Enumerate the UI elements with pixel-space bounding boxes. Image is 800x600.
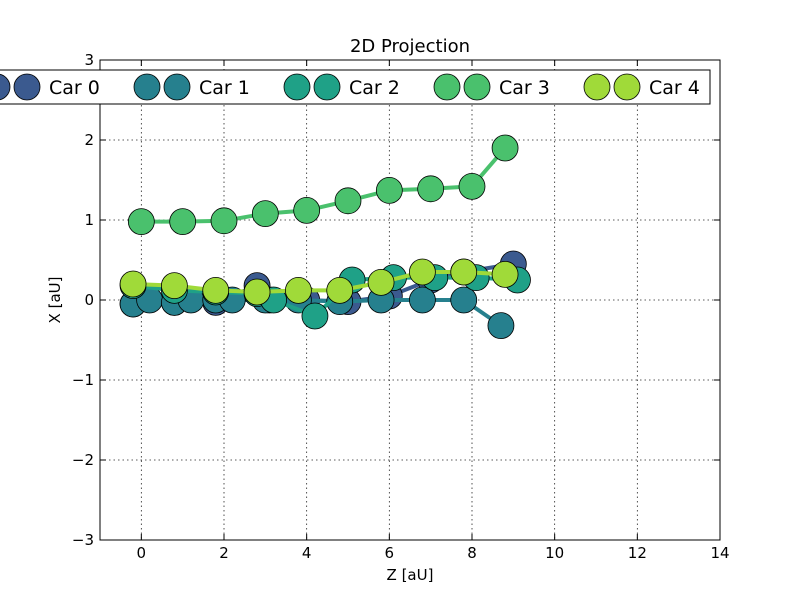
series-line xyxy=(132,270,506,294)
series-4 xyxy=(119,258,519,306)
x-tick-label: 12 xyxy=(628,544,647,562)
legend-label: Car 2 xyxy=(349,77,400,99)
legend-item-0: Car 0 xyxy=(0,73,100,101)
legend-label: Car 1 xyxy=(199,77,250,99)
legend-item-2: Car 2 xyxy=(283,73,400,101)
y-axis-label: X [aU] xyxy=(46,277,64,324)
data-point xyxy=(169,208,197,236)
data-point xyxy=(301,302,329,330)
legend-marker xyxy=(283,73,311,101)
x-tick-label: 4 xyxy=(302,544,312,562)
data-point xyxy=(417,175,445,203)
data-point xyxy=(491,134,519,162)
y-tick-label: −3 xyxy=(72,531,94,549)
data-point xyxy=(251,200,279,228)
x-axis-label: Z [aU] xyxy=(387,566,434,584)
y-tick-label: 1 xyxy=(84,211,94,229)
data-point xyxy=(284,276,312,304)
data-point xyxy=(127,208,155,236)
data-point xyxy=(202,276,230,304)
data-point xyxy=(487,312,515,340)
data-point xyxy=(210,207,238,235)
data-point xyxy=(450,258,478,286)
legend-label: Car 4 xyxy=(649,77,700,99)
data-point xyxy=(458,172,486,200)
y-tick-label: −2 xyxy=(72,451,94,469)
data-point xyxy=(160,272,188,300)
y-tick-label: 2 xyxy=(84,131,94,149)
data-point xyxy=(243,278,271,306)
series-layer xyxy=(119,134,531,340)
data-point xyxy=(326,276,354,304)
x-tick-label: 14 xyxy=(710,544,729,562)
y-tick-label: 3 xyxy=(84,51,94,69)
legend-label: Car 0 xyxy=(49,77,100,99)
legend-item-1: Car 1 xyxy=(133,73,250,101)
legend-marker xyxy=(133,73,161,101)
x-tick-label: 0 xyxy=(137,544,147,562)
data-point xyxy=(408,258,436,286)
legend-label: Car 3 xyxy=(499,77,550,99)
data-point xyxy=(408,286,436,314)
x-tick-label: 2 xyxy=(219,544,229,562)
legend-marker xyxy=(163,73,191,101)
y-tick-label: 0 xyxy=(84,291,94,309)
data-point xyxy=(450,286,478,314)
data-point xyxy=(367,268,395,296)
data-point xyxy=(375,176,403,204)
data-point xyxy=(334,187,362,215)
x-tick-label: 8 xyxy=(467,544,477,562)
legend: Car 0 Car 1 Car 2 Car 3 Car 4 xyxy=(0,69,711,105)
series-3 xyxy=(127,134,519,236)
legend-item-3: Car 3 xyxy=(433,73,550,101)
data-point xyxy=(293,196,321,224)
series-line xyxy=(141,146,507,224)
legend-item-4: Car 4 xyxy=(583,73,700,101)
legend-marker xyxy=(13,73,41,101)
legend-marker xyxy=(313,73,341,101)
legend-marker xyxy=(0,73,11,101)
chart-title: 2D Projection xyxy=(350,36,470,57)
x-tick-label: 6 xyxy=(385,544,395,562)
legend-marker xyxy=(433,73,461,101)
data-point xyxy=(491,260,519,288)
legend-marker xyxy=(583,73,611,101)
legend-marker xyxy=(463,73,491,101)
y-tick-label: −1 xyxy=(72,371,94,389)
x-tick-label: 10 xyxy=(545,544,564,562)
legend-marker xyxy=(613,73,641,101)
data-point xyxy=(119,270,147,298)
